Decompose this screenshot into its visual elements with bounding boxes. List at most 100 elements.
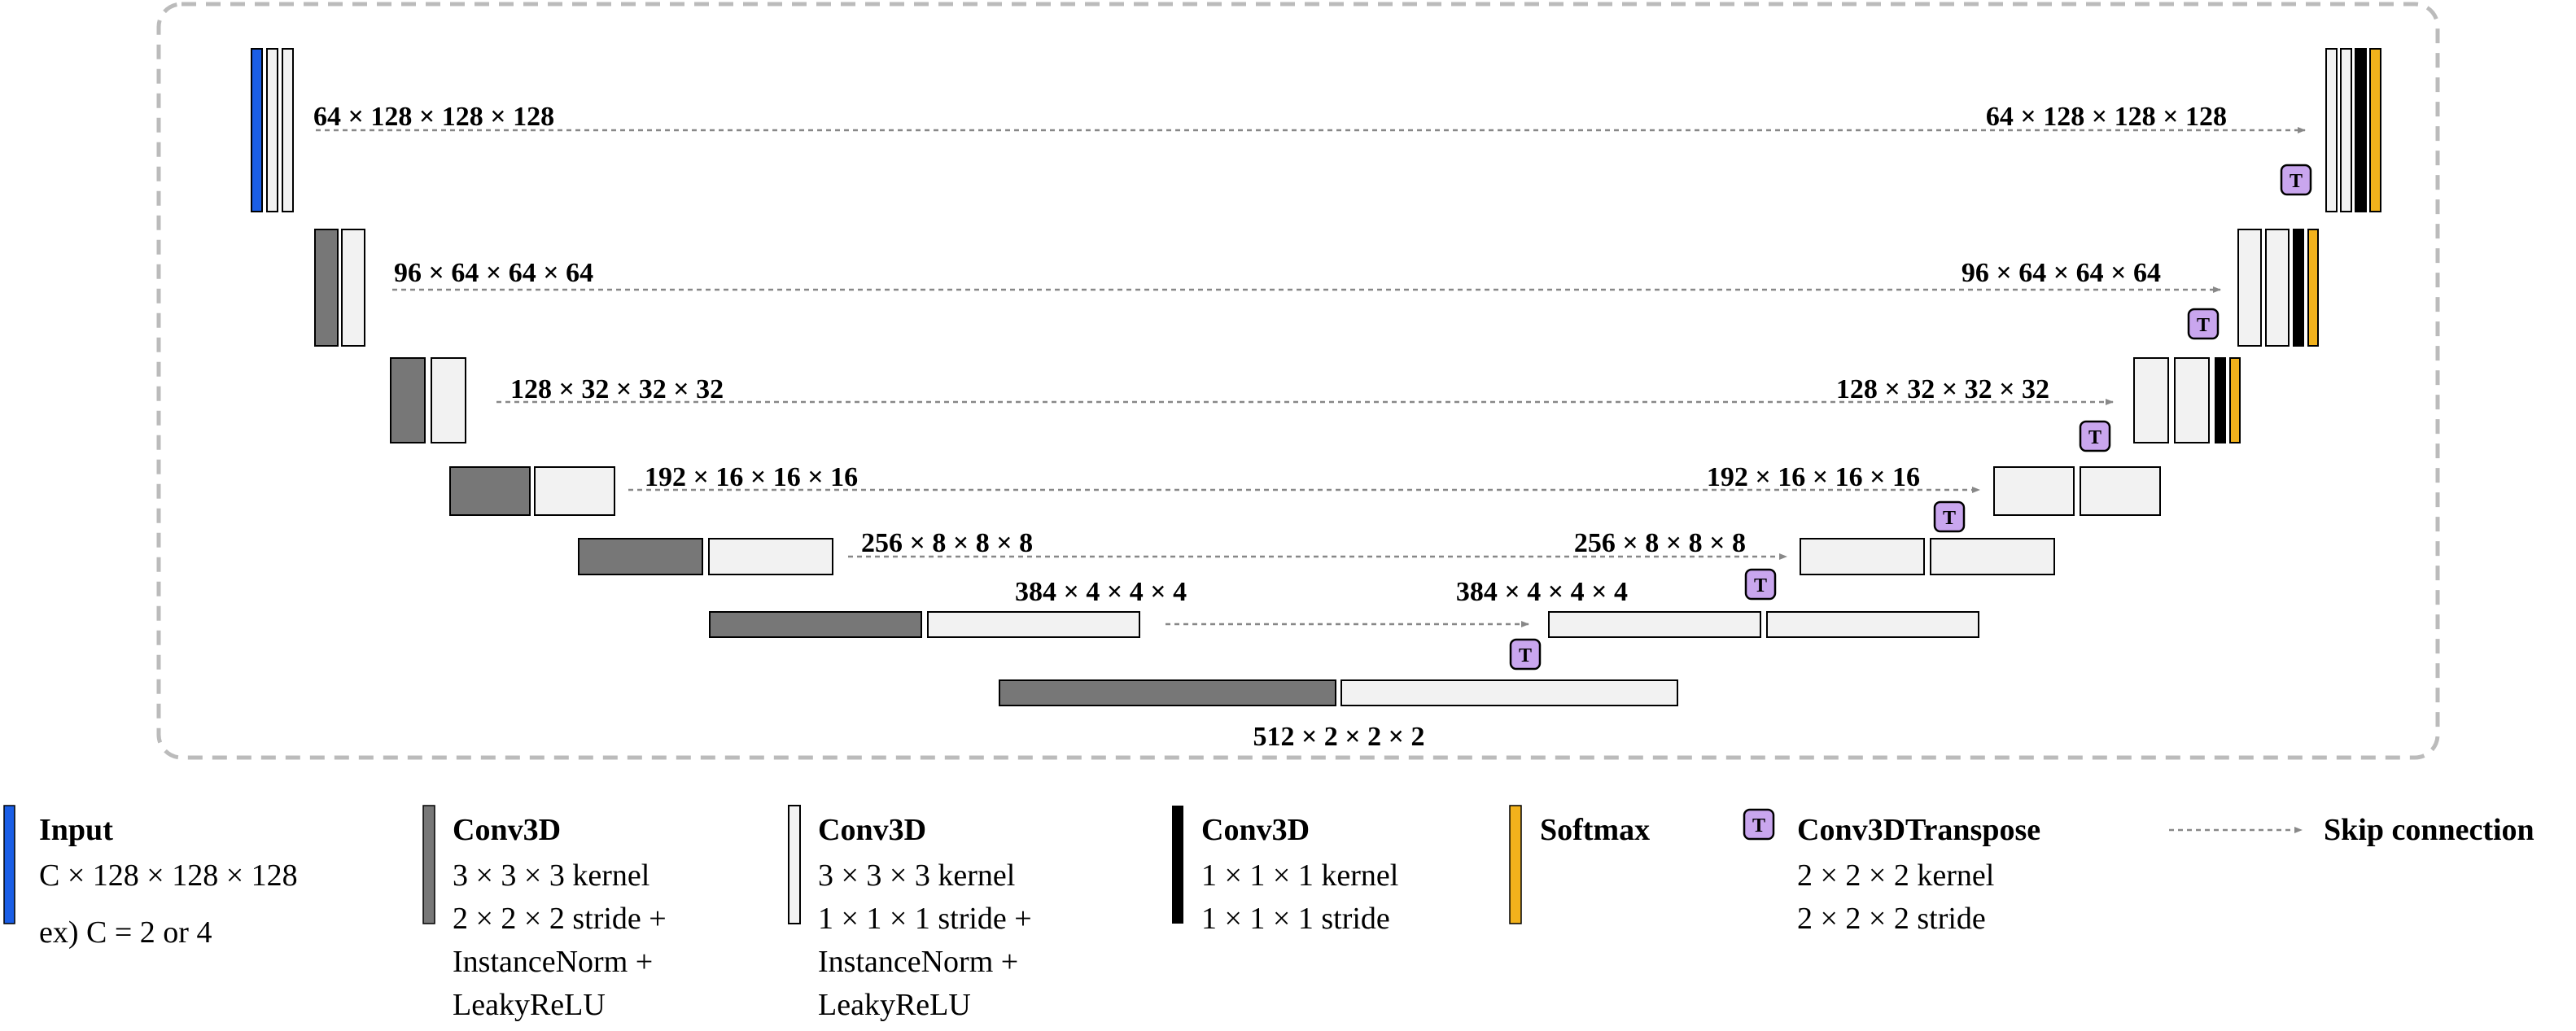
encoder-dim-label: 384 × 4 × 4 × 4 xyxy=(1015,577,1187,607)
legend-line: LeakyReLU xyxy=(453,988,606,1022)
legend: Input C × 128 × 128 × 128 ex) C = 2 or 4… xyxy=(3,805,2534,1022)
conv-stride2-block xyxy=(449,466,531,516)
legend-title: Conv3D xyxy=(818,813,926,847)
decoder-dim-label: 96 × 64 × 64 × 64 xyxy=(1962,258,2161,288)
conv-stride1-block xyxy=(1340,679,1678,706)
conv-1x1-block xyxy=(2215,357,2226,443)
conv-stride1-block xyxy=(1800,538,1925,575)
transpose-t-icon: T xyxy=(2280,164,2312,196)
softmax-block xyxy=(2307,229,2319,347)
conv-1x1-block xyxy=(2355,48,2367,212)
legend-line: 1 × 1 × 1 stride xyxy=(1201,902,1390,936)
dark-gray-bar-icon xyxy=(422,805,435,924)
legend-line: 1 × 1 × 1 kernel xyxy=(1201,858,1398,893)
legend-line: ex) C = 2 or 4 xyxy=(39,915,212,950)
decoder-dim-label: 384 × 4 × 4 × 4 xyxy=(1456,577,1628,607)
transpose-t-icon: T xyxy=(1933,500,1966,533)
network-frame xyxy=(156,2,2440,760)
bottleneck: 512 × 2 × 2 × 2 xyxy=(999,679,1678,752)
legend-item-skip: Skip connection xyxy=(2169,813,2534,847)
conv-stride1-block xyxy=(534,466,615,516)
conv-stride1-block xyxy=(2080,466,2161,516)
conv-stride1-block xyxy=(341,229,365,347)
legend-line: C × 128 × 128 × 128 xyxy=(39,858,298,893)
legend-title: Softmax xyxy=(1540,813,1650,847)
orange-bar-icon xyxy=(1509,805,1522,924)
legend-line: 2 × 2 × 2 stride + xyxy=(453,902,667,936)
legend-title: Conv3D xyxy=(453,813,561,847)
conv-1x1-block xyxy=(2293,229,2304,347)
conv-stride2-block xyxy=(390,357,426,443)
conv-stride2-block xyxy=(999,679,1336,706)
decoder-dim-label: 64 × 128 × 128 × 128 xyxy=(1986,102,2227,132)
decoder-labels: 64 × 128 × 128 × 128 96 × 64 × 64 × 64 1… xyxy=(1456,102,2227,607)
encoder-dim-label: 96 × 64 × 64 × 64 xyxy=(394,258,593,288)
conv-stride1-block xyxy=(1993,466,2075,516)
decoder-dim-label: 192 × 16 × 16 × 16 xyxy=(1707,462,1920,492)
svg-text:T: T xyxy=(2197,315,2210,336)
encoder-dim-label: 256 × 8 × 8 × 8 xyxy=(861,528,1033,558)
conv-stride1-block xyxy=(708,538,833,575)
transpose-t-icon: T xyxy=(1743,808,1775,841)
legend-title: Conv3DTranspose xyxy=(1797,813,2040,847)
decoder xyxy=(1548,48,2381,638)
legend-line: InstanceNorm + xyxy=(453,945,653,979)
encoder xyxy=(251,48,1140,638)
legend-line: InstanceNorm + xyxy=(818,945,1018,979)
svg-text:T: T xyxy=(2290,171,2303,192)
svg-text:T: T xyxy=(2088,427,2101,448)
legend-title: Skip connection xyxy=(2324,813,2534,847)
legend-item-conv-1x1: Conv3D 1 × 1 × 1 kernel 1 × 1 × 1 stride xyxy=(1172,806,1398,936)
encoder-labels: 64 × 128 × 128 × 128 96 × 64 × 64 × 64 1… xyxy=(313,102,1187,607)
transpose-t-icon: T xyxy=(2187,308,2220,340)
svg-text:T: T xyxy=(1754,575,1767,596)
conv-stride1-block xyxy=(2174,357,2210,443)
conv-stride1-block xyxy=(2265,229,2290,347)
conv-stride1-block xyxy=(2237,229,2262,347)
decoder-dim-label: 128 × 32 × 32 × 32 xyxy=(1836,374,2049,404)
legend-line: 1 × 1 × 1 stride + xyxy=(818,902,1032,936)
legend-line: 3 × 3 × 3 kernel xyxy=(818,858,1015,893)
legend-item-softmax: Softmax xyxy=(1509,805,1650,924)
transpose-badges: T T T T T T xyxy=(1509,164,2312,671)
legend-line: 2 × 2 × 2 stride xyxy=(1797,902,1986,936)
softmax-block xyxy=(2229,357,2241,443)
legend-item-conv-stride1: Conv3D 3 × 3 × 3 kernel 1 × 1 × 1 stride… xyxy=(788,805,1032,1022)
encoder-dim-label: 192 × 16 × 16 × 16 xyxy=(645,462,858,492)
conv-stride1-block xyxy=(282,48,294,212)
skip-connections xyxy=(316,127,2306,627)
conv-stride1-block xyxy=(1548,611,1761,638)
encoder-dim-label: 128 × 32 × 32 × 32 xyxy=(510,374,724,404)
decoder-dim-label: 256 × 8 × 8 × 8 xyxy=(1574,528,1746,558)
svg-text:T: T xyxy=(1943,508,1956,529)
light-gray-bar-icon xyxy=(788,805,801,924)
black-bar-icon xyxy=(1172,806,1183,924)
conv-stride2-block xyxy=(578,538,703,575)
conv-stride1-block xyxy=(2325,48,2338,212)
legend-title: Conv3D xyxy=(1201,813,1310,847)
legend-line: 3 × 3 × 3 kernel xyxy=(453,858,649,893)
input-block xyxy=(251,48,263,212)
legend-item-input: Input C × 128 × 128 × 128 ex) C = 2 or 4 xyxy=(3,805,298,950)
legend-line: LeakyReLU xyxy=(818,988,971,1022)
conv-stride2-block xyxy=(709,611,922,638)
svg-text:T: T xyxy=(1752,815,1765,837)
transpose-t-icon: T xyxy=(2079,420,2111,452)
conv-stride1-block xyxy=(927,611,1140,638)
legend-line: 2 × 2 × 2 kernel xyxy=(1797,858,1994,893)
blue-bar-icon xyxy=(3,805,15,924)
svg-text:T: T xyxy=(1519,645,1532,666)
conv-stride1-block xyxy=(1766,611,1979,638)
transpose-t-icon: T xyxy=(1744,568,1777,601)
conv-stride1-block xyxy=(2133,357,2169,443)
conv-stride1-block xyxy=(431,357,466,443)
conv-stride2-block xyxy=(314,229,339,347)
conv-stride1-block xyxy=(1930,538,2055,575)
conv-stride1-block xyxy=(266,48,278,212)
encoder-dim-label: 64 × 128 × 128 × 128 xyxy=(313,102,554,132)
bottleneck-label: 512 × 2 × 2 × 2 xyxy=(1253,722,1424,752)
legend-item-transpose: T Conv3DTranspose 2 × 2 × 2 kernel 2 × 2… xyxy=(1743,808,2040,936)
conv-stride1-block xyxy=(2340,48,2352,212)
legend-title: Input xyxy=(39,813,113,847)
